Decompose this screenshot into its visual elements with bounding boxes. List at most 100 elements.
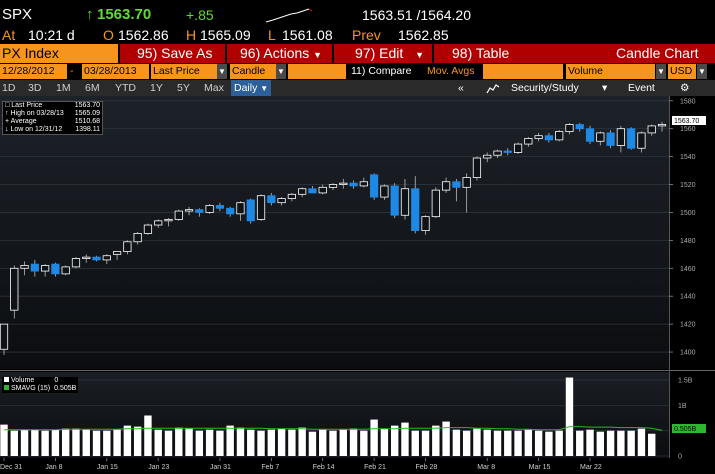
candle-up: [143, 224, 153, 234]
candle-up: [41, 265, 50, 272]
candle-up: [421, 216, 430, 232]
volume-bar: [349, 428, 358, 456]
candle-down: [215, 205, 225, 209]
period-5y[interactable]: 5Y: [177, 82, 190, 94]
volume-bar: [432, 425, 440, 456]
currency-select[interactable]: USD: [668, 64, 696, 79]
bid-ask: 1563.51 /1564.20: [362, 7, 471, 23]
candle-down: [267, 195, 276, 204]
collapse-icon[interactable]: «: [458, 82, 464, 94]
volume-bar: [442, 421, 450, 456]
period-1d[interactable]: 1D: [2, 82, 16, 94]
chevron-down-icon[interactable]: ▼: [276, 64, 286, 79]
volume-bar: [637, 428, 646, 456]
volume-bar: [154, 429, 162, 456]
volume-bar: [514, 430, 522, 456]
candle-down: [51, 263, 60, 275]
volume-bar: [0, 424, 8, 456]
candle-up: [112, 251, 122, 255]
candle-down: [411, 188, 420, 232]
candle-up: [431, 189, 440, 218]
volume-bar: [31, 429, 39, 456]
event-dropdown-icon[interactable]: ▾: [602, 82, 608, 94]
x-tick-label: Mar 8: [477, 464, 495, 471]
period-6m[interactable]: 6M: [85, 82, 100, 94]
volume-bar: [185, 428, 193, 456]
volume-bar: [51, 429, 60, 456]
candle-down: [585, 128, 595, 142]
volume-bar: [534, 430, 543, 456]
event-button[interactable]: Event: [628, 82, 655, 94]
chart-type-select[interactable]: Candle: [230, 64, 276, 79]
volume-bar: [627, 430, 635, 456]
chevron-down-icon[interactable]: ▼: [697, 64, 707, 79]
last-price: 1563.70: [97, 6, 152, 23]
candle-up: [133, 232, 142, 243]
candle-up: [277, 198, 286, 204]
candle-up: [359, 181, 368, 187]
edit-menu[interactable]: 97) Edit ▼: [355, 44, 424, 63]
price-legend: □ Last Price 1563.70 ↑ High on 03/28/13 15…: [2, 101, 103, 135]
security-index-field[interactable]: PX Index: [0, 44, 118, 63]
x-tick-label: Dec 31: [0, 464, 22, 471]
legend-row-high: ↑ High on 03/28/13 1565.09: [5, 110, 100, 117]
candle-up: [164, 219, 173, 222]
period-ytd[interactable]: YTD: [115, 82, 136, 94]
x-tick-label: Mar 22: [580, 464, 602, 471]
x-tick-label: Feb 14: [313, 464, 335, 471]
x-tick-label: Jan 23: [148, 464, 169, 471]
volume-bar: [452, 429, 461, 456]
security-study-button[interactable]: Security/Study: [511, 82, 579, 94]
last-price-tag: 1563.70: [672, 116, 706, 125]
volume-bar: [72, 428, 80, 456]
volume-bar: [411, 430, 419, 456]
low-label: L: [268, 27, 276, 43]
period-3d[interactable]: 3D: [28, 82, 42, 94]
volume-bar: [555, 430, 563, 456]
date-separator: -: [70, 65, 74, 77]
volume-bar: [216, 430, 224, 456]
volume-bar: [226, 425, 234, 456]
actions-menu[interactable]: 96) Actions ▼: [240, 44, 322, 63]
candle-down: [390, 185, 399, 216]
chevron-down-icon[interactable]: ▼: [217, 64, 227, 79]
period-1m[interactable]: 1M: [56, 82, 71, 94]
chart-settings-bar: 12/28/2012 - 03/28/2013 Last Price ▼ Can…: [0, 63, 715, 80]
table-button[interactable]: 98) Table: [452, 45, 510, 61]
start-date-field[interactable]: 12/28/2012: [0, 64, 67, 79]
period-1y[interactable]: 1Y: [150, 82, 163, 94]
price-tick-label: 1460: [680, 266, 696, 273]
candle-up: [0, 323, 9, 350]
volume-bar: [267, 429, 276, 456]
field-select[interactable]: Last Price: [151, 64, 217, 79]
candle-up: [647, 125, 656, 134]
candle-chart: 1400 1420 1440 1460 1480 1500 1520 1540 1560 1580…: [0, 96, 715, 471]
volume-bar: [401, 422, 409, 456]
volume-bar: [596, 431, 605, 456]
candle-up: [565, 124, 574, 132]
sma-line: [4, 426, 663, 431]
end-date-field[interactable]: 03/28/2013: [82, 64, 149, 79]
candle-down: [544, 135, 554, 141]
frequency-select[interactable]: Daily ▼: [231, 80, 272, 96]
candle-down: [575, 124, 584, 130]
quote-header: SPX ↑ 1563.70 +.85 1563.51 /1564.20 At 1…: [0, 0, 715, 44]
chevron-down-icon[interactable]: ▼: [656, 64, 666, 79]
period-max[interactable]: Max: [204, 82, 224, 94]
save-as-button[interactable]: 95) Save As: [137, 45, 213, 61]
x-tick-label: Feb 28: [416, 464, 438, 471]
candle-down: [226, 207, 235, 215]
candle-down: [30, 263, 39, 272]
candle-down: [349, 182, 358, 187]
edit-label: 97) Edit: [355, 45, 404, 61]
compare-button[interactable]: 11) Compare: [351, 65, 412, 77]
candle-down: [246, 199, 255, 222]
volume-tick-label: 1.5B: [678, 378, 693, 385]
candle-up: [10, 267, 19, 311]
quote-time: 10:21 d: [28, 27, 75, 43]
volume-bar: [545, 431, 553, 456]
line-chart-icon[interactable]: [486, 82, 500, 94]
volume-bar: [648, 433, 656, 456]
volume-select[interactable]: Volume: [566, 64, 655, 79]
gear-icon[interactable]: ⚙: [680, 82, 690, 94]
